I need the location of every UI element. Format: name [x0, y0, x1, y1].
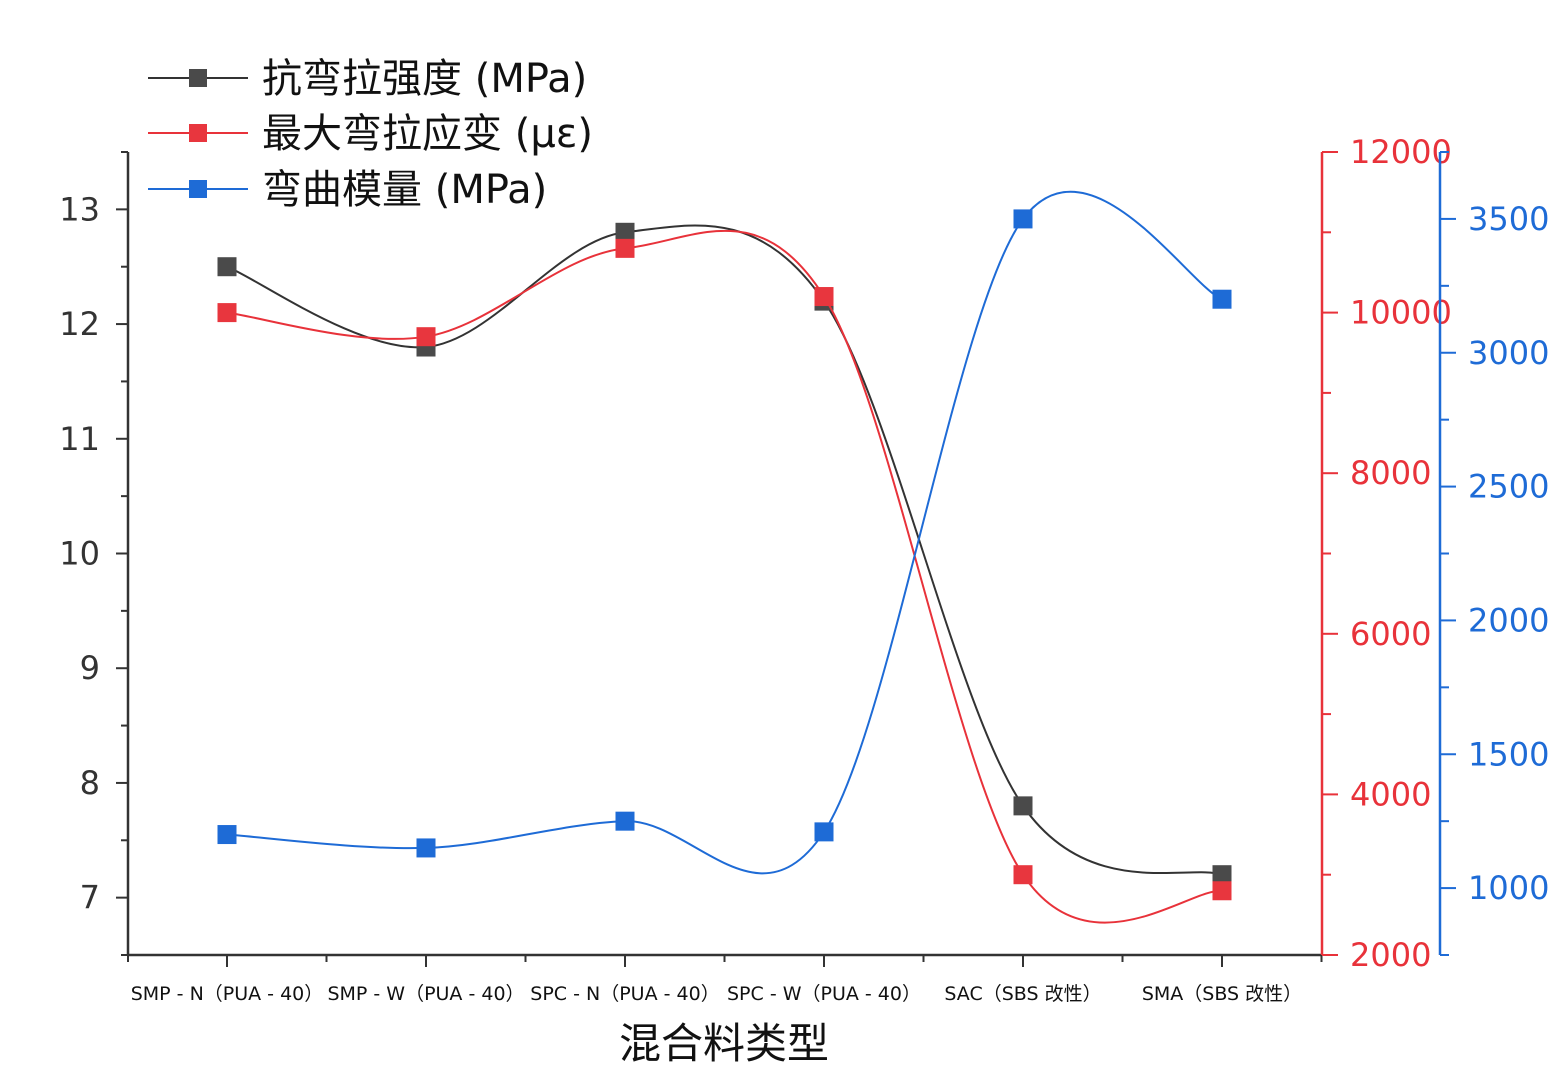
right-axis-strain-tick-label: 2000	[1350, 936, 1431, 974]
data-point	[814, 287, 834, 307]
x-axis-tick-label: SPC - W（PUA - 40）	[727, 983, 921, 1005]
x-axis-tick-label: SMA（SBS 改性）	[1142, 983, 1302, 1005]
series-line	[226, 229, 1223, 924]
x-axis-tick-label: SMP - W（PUA - 40）	[327, 983, 524, 1005]
legend-marker	[189, 180, 207, 198]
right-axis-modulus-tick-label: 3000	[1468, 334, 1549, 372]
series-max-strain	[217, 229, 1232, 924]
legend-entry: 抗弯拉强度 (MPa)	[148, 56, 587, 102]
series-flexural-modulus	[217, 190, 1232, 875]
data-point	[615, 222, 635, 242]
right-axis-modulus-tick-label: 3500	[1468, 200, 1549, 238]
legend-entry: 最大弯拉应变 (με)	[148, 111, 593, 157]
data-point	[1212, 881, 1232, 901]
left-axis-tick-label: 11	[59, 420, 100, 458]
legend-marker	[189, 69, 207, 87]
data-point	[1013, 209, 1033, 229]
axes-layer: 7 8 9 10 11 12 13 SMP - N（PUA - 40） SMP - W（PUA …	[59, 133, 1549, 1005]
right-axis-modulus-tick-label: 1500	[1468, 735, 1549, 773]
series-layer	[217, 190, 1232, 924]
left-axis-tick-label: 13	[59, 190, 100, 228]
data-point	[416, 327, 436, 347]
legend-label: 最大弯拉应变 (με)	[262, 111, 593, 157]
series-line	[226, 224, 1223, 876]
legend-label: 抗弯拉强度 (MPa)	[262, 56, 587, 102]
data-point	[217, 303, 237, 323]
right-axis-strain-tick-label: 12000	[1350, 133, 1452, 171]
x-axis-title: 混合料类型	[619, 1019, 829, 1068]
left-axis-tick-label: 10	[59, 535, 100, 573]
data-point	[1013, 865, 1033, 885]
x-axis-tick-label: SPC - N（PUA - 40）	[530, 983, 719, 1005]
data-point	[217, 257, 237, 277]
data-point	[1212, 289, 1232, 309]
right-axis-strain-tick-label: 8000	[1350, 454, 1431, 492]
legend-marker	[189, 124, 207, 142]
data-point	[1013, 796, 1033, 816]
data-point	[1212, 865, 1232, 885]
right-axis-strain-tick-label: 4000	[1350, 775, 1431, 813]
series-line	[226, 190, 1223, 875]
legend-entry: 弯曲模量 (MPa)	[148, 167, 547, 213]
data-point	[416, 838, 436, 858]
left-axis-tick-label: 12	[59, 305, 100, 343]
left-axis-tick-label: 7	[80, 879, 100, 917]
left-axis-tick-label: 8	[80, 764, 100, 802]
legend: 抗弯拉强度 (MPa) 最大弯拉应变 (με) 弯曲模量 (MPa)	[148, 56, 593, 213]
data-point	[615, 238, 635, 258]
data-point	[217, 825, 237, 845]
right-axis-modulus-tick-label: 2500	[1468, 468, 1549, 506]
right-axis-strain-tick-label: 10000	[1350, 294, 1452, 332]
right-axis-modulus-tick-label: 2000	[1468, 601, 1549, 639]
data-point	[814, 822, 834, 842]
x-axis-tick-label: SMP - N（PUA - 40）	[131, 983, 324, 1005]
x-axis-tick-label: SAC（SBS 改性）	[944, 983, 1101, 1005]
data-point	[615, 811, 635, 831]
series-flexural-strength	[217, 222, 1232, 885]
left-axis-tick-label: 9	[80, 649, 100, 687]
right-axis-strain-tick-label: 6000	[1350, 615, 1431, 653]
right-axis-modulus-tick-label: 1000	[1468, 869, 1549, 907]
legend-label: 弯曲模量 (MPa)	[262, 167, 547, 213]
